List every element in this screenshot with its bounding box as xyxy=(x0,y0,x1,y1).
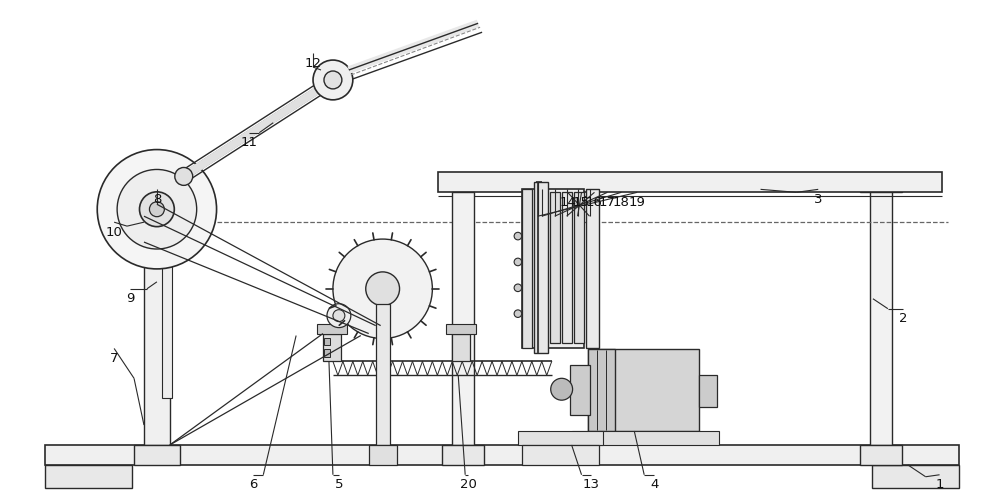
Bar xyxy=(134,445,180,465)
Text: 4: 4 xyxy=(650,478,658,491)
Bar xyxy=(522,445,599,465)
Bar xyxy=(870,192,892,445)
Bar xyxy=(376,304,390,445)
Bar xyxy=(45,445,959,465)
Bar xyxy=(522,190,584,348)
Text: 7: 7 xyxy=(110,352,118,365)
Circle shape xyxy=(149,202,164,217)
Bar xyxy=(699,375,717,407)
Text: 1: 1 xyxy=(935,478,944,491)
Circle shape xyxy=(327,304,351,328)
Circle shape xyxy=(333,309,345,322)
Bar xyxy=(562,193,572,344)
Text: 16: 16 xyxy=(586,196,603,209)
Bar xyxy=(588,349,699,431)
Circle shape xyxy=(366,272,400,306)
Circle shape xyxy=(514,310,522,318)
Circle shape xyxy=(320,74,338,92)
Text: 12: 12 xyxy=(305,56,322,70)
Text: 18: 18 xyxy=(613,196,630,209)
Bar xyxy=(324,349,330,357)
Bar xyxy=(860,445,902,465)
Bar xyxy=(522,190,532,348)
Text: 2: 2 xyxy=(899,312,907,325)
Text: 6: 6 xyxy=(249,478,258,491)
Bar xyxy=(162,249,172,398)
Bar xyxy=(570,365,590,415)
Bar xyxy=(534,182,548,353)
Text: 15: 15 xyxy=(573,196,590,209)
Circle shape xyxy=(175,167,193,185)
Circle shape xyxy=(514,258,522,266)
Bar xyxy=(452,334,470,361)
Bar xyxy=(550,193,560,344)
Bar xyxy=(45,465,132,488)
Circle shape xyxy=(333,239,432,339)
Text: 20: 20 xyxy=(460,478,477,491)
Text: 11: 11 xyxy=(241,136,258,149)
Circle shape xyxy=(97,150,217,269)
Bar xyxy=(323,334,341,361)
Bar xyxy=(442,445,484,465)
Circle shape xyxy=(117,169,197,249)
Text: 8: 8 xyxy=(153,193,161,206)
Text: 14: 14 xyxy=(559,196,576,209)
Text: 13: 13 xyxy=(583,478,600,491)
Circle shape xyxy=(514,284,522,292)
Bar xyxy=(872,465,959,488)
Bar xyxy=(324,338,330,345)
Text: 3: 3 xyxy=(814,193,822,206)
Circle shape xyxy=(551,379,573,400)
Text: 5: 5 xyxy=(335,478,343,491)
Bar xyxy=(572,431,719,445)
Bar xyxy=(369,445,397,465)
Circle shape xyxy=(313,60,353,100)
Bar xyxy=(574,193,584,344)
Circle shape xyxy=(514,232,522,240)
Bar xyxy=(144,198,170,445)
Bar xyxy=(438,172,942,193)
Bar xyxy=(588,349,615,431)
Circle shape xyxy=(139,192,174,227)
Bar xyxy=(586,190,599,348)
Text: 19: 19 xyxy=(629,196,646,209)
Bar xyxy=(452,193,474,445)
Bar xyxy=(860,180,902,193)
Bar xyxy=(446,324,476,334)
Text: 10: 10 xyxy=(106,226,123,238)
Text: 17: 17 xyxy=(599,196,616,209)
Circle shape xyxy=(324,71,342,89)
Bar xyxy=(317,324,347,334)
Bar xyxy=(518,431,603,445)
Text: 9: 9 xyxy=(126,292,134,305)
